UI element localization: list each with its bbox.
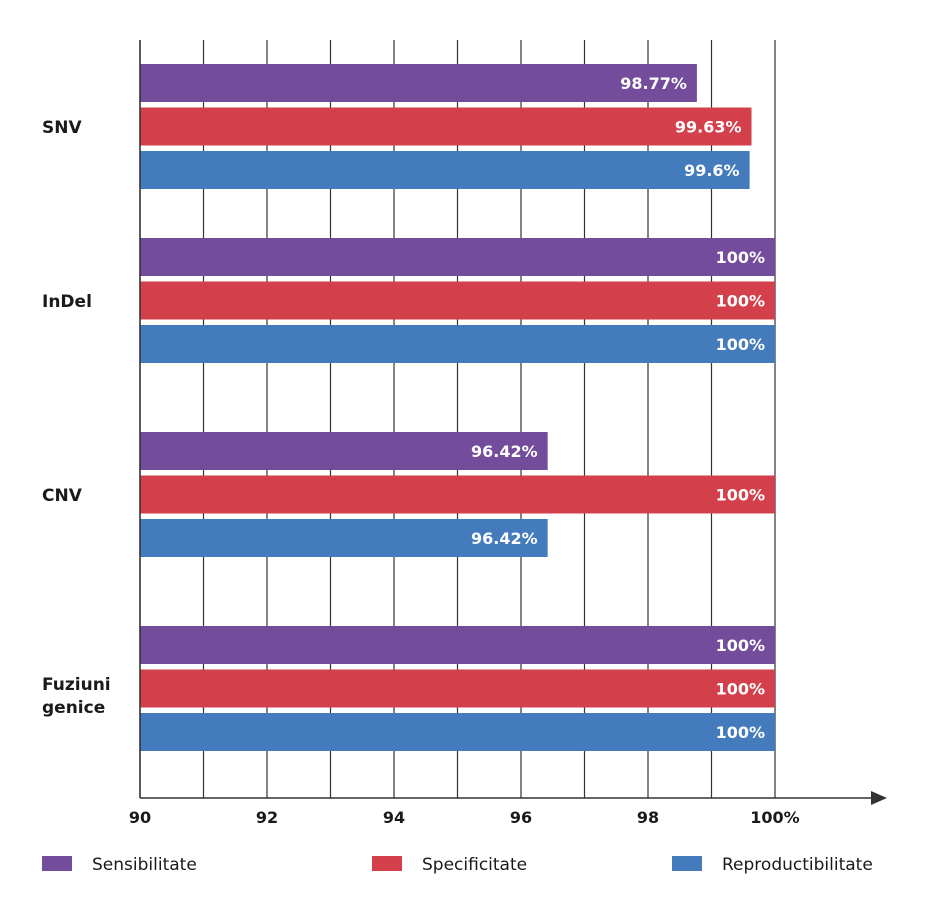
bar-sensibilitate — [140, 64, 697, 102]
bar-specificitate — [140, 107, 752, 146]
axes — [139, 40, 887, 805]
data-label: 99.63% — [675, 118, 742, 137]
bar-sensibilitate — [140, 238, 775, 276]
bar-specificitate — [140, 281, 775, 320]
data-label: 96.42% — [471, 529, 538, 548]
tick-label: 98 — [637, 808, 659, 827]
data-label: 100% — [716, 248, 765, 267]
category-label: InDel — [42, 292, 92, 312]
category-labels: SNV InDel CNV Fuziuni genice — [42, 118, 111, 718]
category-label: CNV — [42, 486, 83, 506]
bar-reproductibilitate — [140, 713, 775, 751]
legend-swatch — [372, 856, 402, 871]
bars: 98.77% 99.63% 99.6% 100% 100% 100% 96.42% 100% 9… — [140, 64, 775, 751]
data-label: 100% — [716, 292, 765, 311]
tick-label: 96 — [510, 808, 532, 827]
tick-label: 94 — [383, 808, 405, 827]
category-label: genice — [42, 698, 105, 718]
bar-sensibilitate — [140, 626, 775, 664]
legend-label: Specificitate — [422, 855, 527, 875]
bar-specificitate — [140, 475, 775, 514]
data-label: 100% — [716, 723, 765, 742]
tick-labels: 90 92 94 96 98 100% — [129, 808, 800, 827]
bar-specificitate — [140, 669, 775, 708]
bar-reproductibilitate — [140, 325, 775, 363]
legend-swatch — [42, 856, 72, 871]
data-label: 100% — [716, 680, 765, 699]
data-label: 98.77% — [620, 74, 687, 93]
category-label: SNV — [42, 118, 82, 138]
legend: Sensibilitate Specificitate Reproductibili… — [42, 855, 873, 875]
data-label: 99.6% — [684, 161, 740, 180]
legend-swatch — [672, 856, 702, 871]
data-label: 100% — [716, 335, 765, 354]
tick-label: 92 — [256, 808, 278, 827]
legend-label: Reproductibilitate — [722, 855, 873, 875]
legend-label: Sensibilitate — [92, 855, 197, 875]
data-label: 96.42% — [471, 442, 538, 461]
bar-sensibilitate — [140, 432, 548, 470]
category-label: Fuziuni — [42, 675, 111, 695]
bar-reproductibilitate — [140, 519, 548, 557]
tick-label: 100% — [750, 808, 799, 827]
tick-label: 90 — [129, 808, 151, 827]
data-label: 100% — [716, 486, 765, 505]
arrow-right-icon — [871, 791, 887, 805]
data-label: 100% — [716, 636, 765, 655]
bar-reproductibilitate — [140, 151, 750, 189]
